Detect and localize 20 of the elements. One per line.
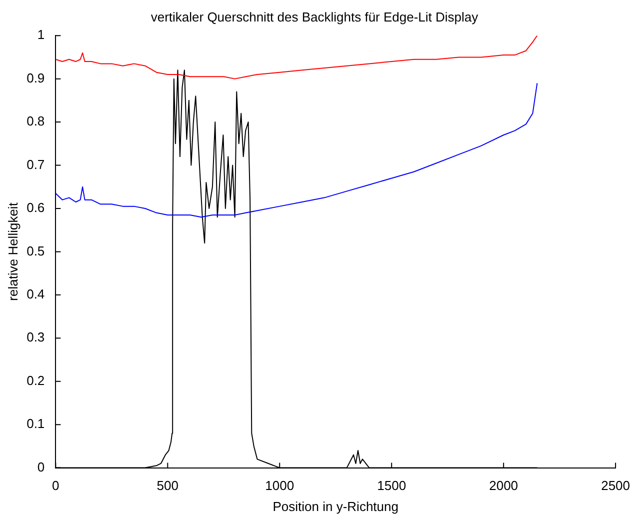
chart-title: vertikaler Querschnitt des Backlights für Edge-Lit Display	[150, 9, 479, 24]
y-tick-label: 0.8	[26, 114, 45, 129]
y-tick-label: 0.2	[26, 372, 45, 388]
y-axis-title: relative Helligkeit	[5, 202, 20, 301]
x-tick-label: 1500	[377, 478, 406, 494]
y-tick-label: 0.9	[26, 70, 45, 86]
y-tick-label: 0.4	[26, 286, 45, 302]
y-tick-label: 1	[37, 27, 45, 42]
y-tick-label: 0.3	[26, 330, 45, 345]
x-tick-label: 1000	[265, 478, 294, 494]
y-tick-label: 0.7	[26, 156, 45, 172]
x-tick-label: 500	[156, 478, 178, 494]
x-tick-label: 2500	[601, 478, 630, 494]
y-tick-label: 0	[37, 459, 45, 474]
x-tick-label: 0	[52, 478, 60, 494]
y-tick-label: 0.6	[26, 200, 45, 216]
x-axis-title: Position in y-Richtung	[272, 498, 398, 514]
y-tick-label: 0.1	[26, 416, 45, 432]
y-tick-label: 0.5	[26, 243, 45, 258]
x-tick-label: 2000	[489, 478, 518, 494]
